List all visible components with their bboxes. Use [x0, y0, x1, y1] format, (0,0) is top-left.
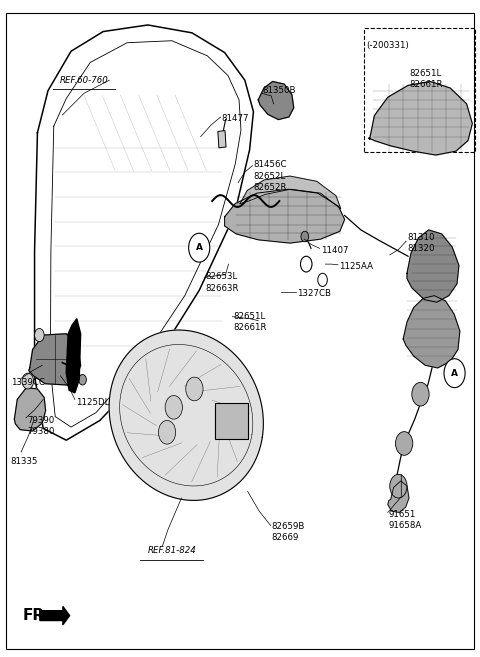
Circle shape	[300, 256, 312, 272]
Text: (-200331): (-200331)	[366, 41, 408, 51]
Text: 82659B
82669: 82659B 82669	[272, 522, 305, 542]
Circle shape	[66, 361, 76, 374]
Text: FR.: FR.	[23, 608, 51, 623]
Text: 81456C
82652L
82652R: 81456C 82652L 82652R	[253, 160, 287, 192]
Polygon shape	[66, 319, 81, 393]
Text: REF.81-824: REF.81-824	[147, 546, 196, 555]
Text: 81477: 81477	[222, 114, 249, 123]
Polygon shape	[14, 388, 46, 431]
Text: 81335: 81335	[11, 457, 38, 466]
Polygon shape	[388, 481, 409, 512]
Bar	[364, 28, 475, 152]
Polygon shape	[225, 189, 345, 243]
Polygon shape	[407, 230, 459, 302]
Polygon shape	[109, 330, 264, 501]
Text: A: A	[196, 243, 203, 252]
Text: 82651L
82661R: 82651L 82661R	[409, 69, 443, 89]
Circle shape	[301, 231, 309, 242]
Circle shape	[318, 273, 327, 286]
Text: 82653L
82663R: 82653L 82663R	[205, 273, 239, 292]
Circle shape	[22, 373, 34, 389]
Text: 81350B: 81350B	[263, 86, 296, 95]
Circle shape	[396, 432, 413, 455]
Text: 1125AA: 1125AA	[339, 262, 373, 271]
Circle shape	[79, 374, 86, 385]
Text: 81310
81320: 81310 81320	[407, 233, 434, 253]
Polygon shape	[240, 176, 341, 209]
Circle shape	[186, 377, 203, 401]
Circle shape	[158, 420, 176, 444]
FancyArrow shape	[40, 606, 70, 625]
Polygon shape	[403, 296, 460, 368]
Circle shape	[412, 382, 429, 406]
Circle shape	[444, 359, 465, 388]
Text: 1339CC: 1339CC	[11, 378, 45, 387]
Polygon shape	[258, 81, 294, 120]
Bar	[218, 131, 226, 148]
Text: 82651L
82661R: 82651L 82661R	[233, 312, 267, 332]
Text: REF.60-760: REF.60-760	[60, 76, 108, 85]
Bar	[215, 403, 248, 439]
Circle shape	[390, 474, 407, 498]
Text: A: A	[451, 369, 458, 378]
Text: 11407: 11407	[321, 246, 348, 256]
Circle shape	[35, 328, 44, 342]
Polygon shape	[29, 334, 81, 385]
Text: 1125DL: 1125DL	[76, 397, 109, 407]
Circle shape	[189, 233, 210, 262]
Text: 91651
91658A: 91651 91658A	[389, 510, 422, 530]
Text: 1327CB: 1327CB	[297, 289, 331, 298]
Text: 79390
79380: 79390 79380	[27, 416, 54, 436]
Polygon shape	[369, 81, 472, 155]
Circle shape	[165, 396, 182, 419]
